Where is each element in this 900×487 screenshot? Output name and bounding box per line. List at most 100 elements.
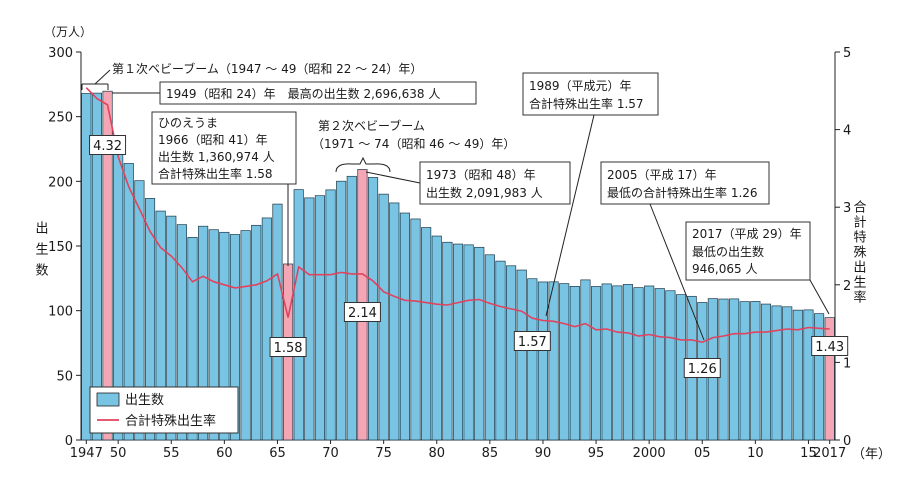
y-tick-label: 0 xyxy=(65,434,73,449)
rate-label: 2.14 xyxy=(348,306,377,321)
bar-highlight xyxy=(824,317,835,441)
boom2-brace xyxy=(335,156,391,173)
y2-tick-label: 1 xyxy=(843,356,851,371)
rate-label-box xyxy=(513,331,551,351)
line-layer xyxy=(85,87,830,344)
x-tick-label: 70 xyxy=(322,446,339,461)
bar xyxy=(389,202,400,441)
bar xyxy=(155,210,166,441)
y2005-annotation: 2005（平成 17）年 最低の合計特殊出生率 1.26 xyxy=(600,161,770,341)
hinoeuma-annotation: ひのえうま 1966（昭和 41）年 出生数 1,360,974 人 合計特殊出… xyxy=(151,111,297,266)
x-axis-suffix: （年） xyxy=(852,447,891,462)
legend-bar-swatch xyxy=(96,392,120,407)
x-tick-label: 65 xyxy=(269,446,286,461)
bar xyxy=(760,303,772,441)
annotation-layer: 第１次ベビーブーム（1947 ～ 49（昭和 22 ～ 24）年） 1949（昭… xyxy=(81,61,830,341)
rate-label-box xyxy=(343,302,381,322)
legend-line-label: 合計特殊出生率 xyxy=(125,413,216,429)
bar xyxy=(421,227,432,441)
y1989-annotation: 1989（平成元）年 合計特殊出生率 1.57 xyxy=(522,72,659,317)
rate-label: 1.26 xyxy=(688,362,717,377)
rate-label-box xyxy=(683,358,721,378)
rate-label-box xyxy=(89,135,127,155)
rate-label-box xyxy=(811,336,849,356)
y2005-line-1: 2005（平成 17）年 xyxy=(607,168,717,182)
bar xyxy=(729,298,740,441)
bar xyxy=(442,241,453,441)
bar xyxy=(527,278,538,441)
y2-tick-label: 3 xyxy=(843,201,851,216)
bar xyxy=(81,93,92,441)
bar xyxy=(134,180,145,441)
y2005-leader xyxy=(649,203,705,341)
bar xyxy=(590,286,602,441)
x-tick-label: 60 xyxy=(216,446,233,461)
y2-tick-label: 5 xyxy=(843,46,851,61)
bar xyxy=(792,309,803,441)
y1973-annotation: 1973（昭和 48）年 出生数 2,091,983 人 xyxy=(365,161,571,205)
boom2-line-2: （1971 ～ 74（昭和 46 ～ 49）年） xyxy=(312,137,515,151)
bar xyxy=(176,224,187,441)
y-tick-label: 200 xyxy=(48,175,73,190)
x-tick-label: 90 xyxy=(535,446,552,461)
boom2-annotation: 第２次ベビーブーム （1971 ～ 74（昭和 46 ～ 49）年） xyxy=(312,118,515,173)
bar xyxy=(229,234,241,441)
bar xyxy=(208,229,219,441)
bar-highlight xyxy=(102,90,113,441)
bar xyxy=(484,254,495,441)
bar xyxy=(516,269,527,441)
y2-tick-label: 4 xyxy=(843,124,851,139)
rate-label: 1.58 xyxy=(274,341,303,356)
rate-label: 1.43 xyxy=(815,340,844,355)
bar xyxy=(304,197,315,441)
bar xyxy=(399,212,410,441)
bar xyxy=(452,243,464,441)
bar xyxy=(750,301,761,441)
hinoeuma-box xyxy=(151,111,297,185)
x-tick-label: 1947 xyxy=(70,446,103,461)
bar xyxy=(272,203,283,441)
fertility-rate-line xyxy=(85,87,830,344)
y2017-annotation: 2017（平成 29）年 最低の出生数 946,065 人 xyxy=(685,221,830,315)
x-tick-label: 80 xyxy=(428,446,445,461)
bar xyxy=(506,265,517,441)
x-tick-label: 2000 xyxy=(633,446,666,461)
bar xyxy=(293,189,304,441)
y1989-line-1: 1989（平成元）年 xyxy=(529,79,632,93)
hinoeuma-line-3: 出生数 1,360,974 人 xyxy=(158,149,275,164)
hinoeuma-line-1: ひのえうま xyxy=(158,116,218,130)
y-tick-label: 250 xyxy=(48,111,73,126)
bar xyxy=(771,305,782,441)
y1973-line-2: 出生数 2,091,983 人 xyxy=(426,185,543,200)
bar-layer xyxy=(81,90,835,441)
y2017-line-1: 2017（平成 29）年 xyxy=(692,227,802,241)
rate-label: 1.57 xyxy=(518,335,547,350)
bar xyxy=(474,246,485,441)
bar xyxy=(314,195,326,441)
y1973-leader xyxy=(365,171,421,184)
hinoeuma-line-2: 1966（昭和 41）年 xyxy=(158,133,268,147)
bar xyxy=(144,198,156,441)
bar xyxy=(644,285,655,441)
y-tick-label: 100 xyxy=(48,305,73,320)
bar xyxy=(463,244,474,441)
x-tick-label: 50 xyxy=(110,446,127,461)
peak1949-label: 1949（昭和 24）年 最高の出生数 2,696,638 人 xyxy=(166,86,440,101)
y-unit-label: （万人） xyxy=(44,25,92,39)
y-tick-label: 50 xyxy=(56,369,73,384)
y2017-line-3: 946,065 人 xyxy=(692,262,757,276)
bar xyxy=(665,290,676,441)
y2017-leader xyxy=(809,279,830,315)
y-tick-label: 150 xyxy=(48,240,73,255)
y2017-box xyxy=(685,221,811,281)
bar xyxy=(495,260,506,441)
y2017-line-2: 最低の出生数 xyxy=(692,244,764,259)
bar xyxy=(166,215,177,441)
bar xyxy=(240,230,251,441)
bar xyxy=(431,235,442,441)
y2005-box xyxy=(600,161,770,205)
y1989-leader xyxy=(545,114,595,317)
x-tick-label: 85 xyxy=(482,446,499,461)
